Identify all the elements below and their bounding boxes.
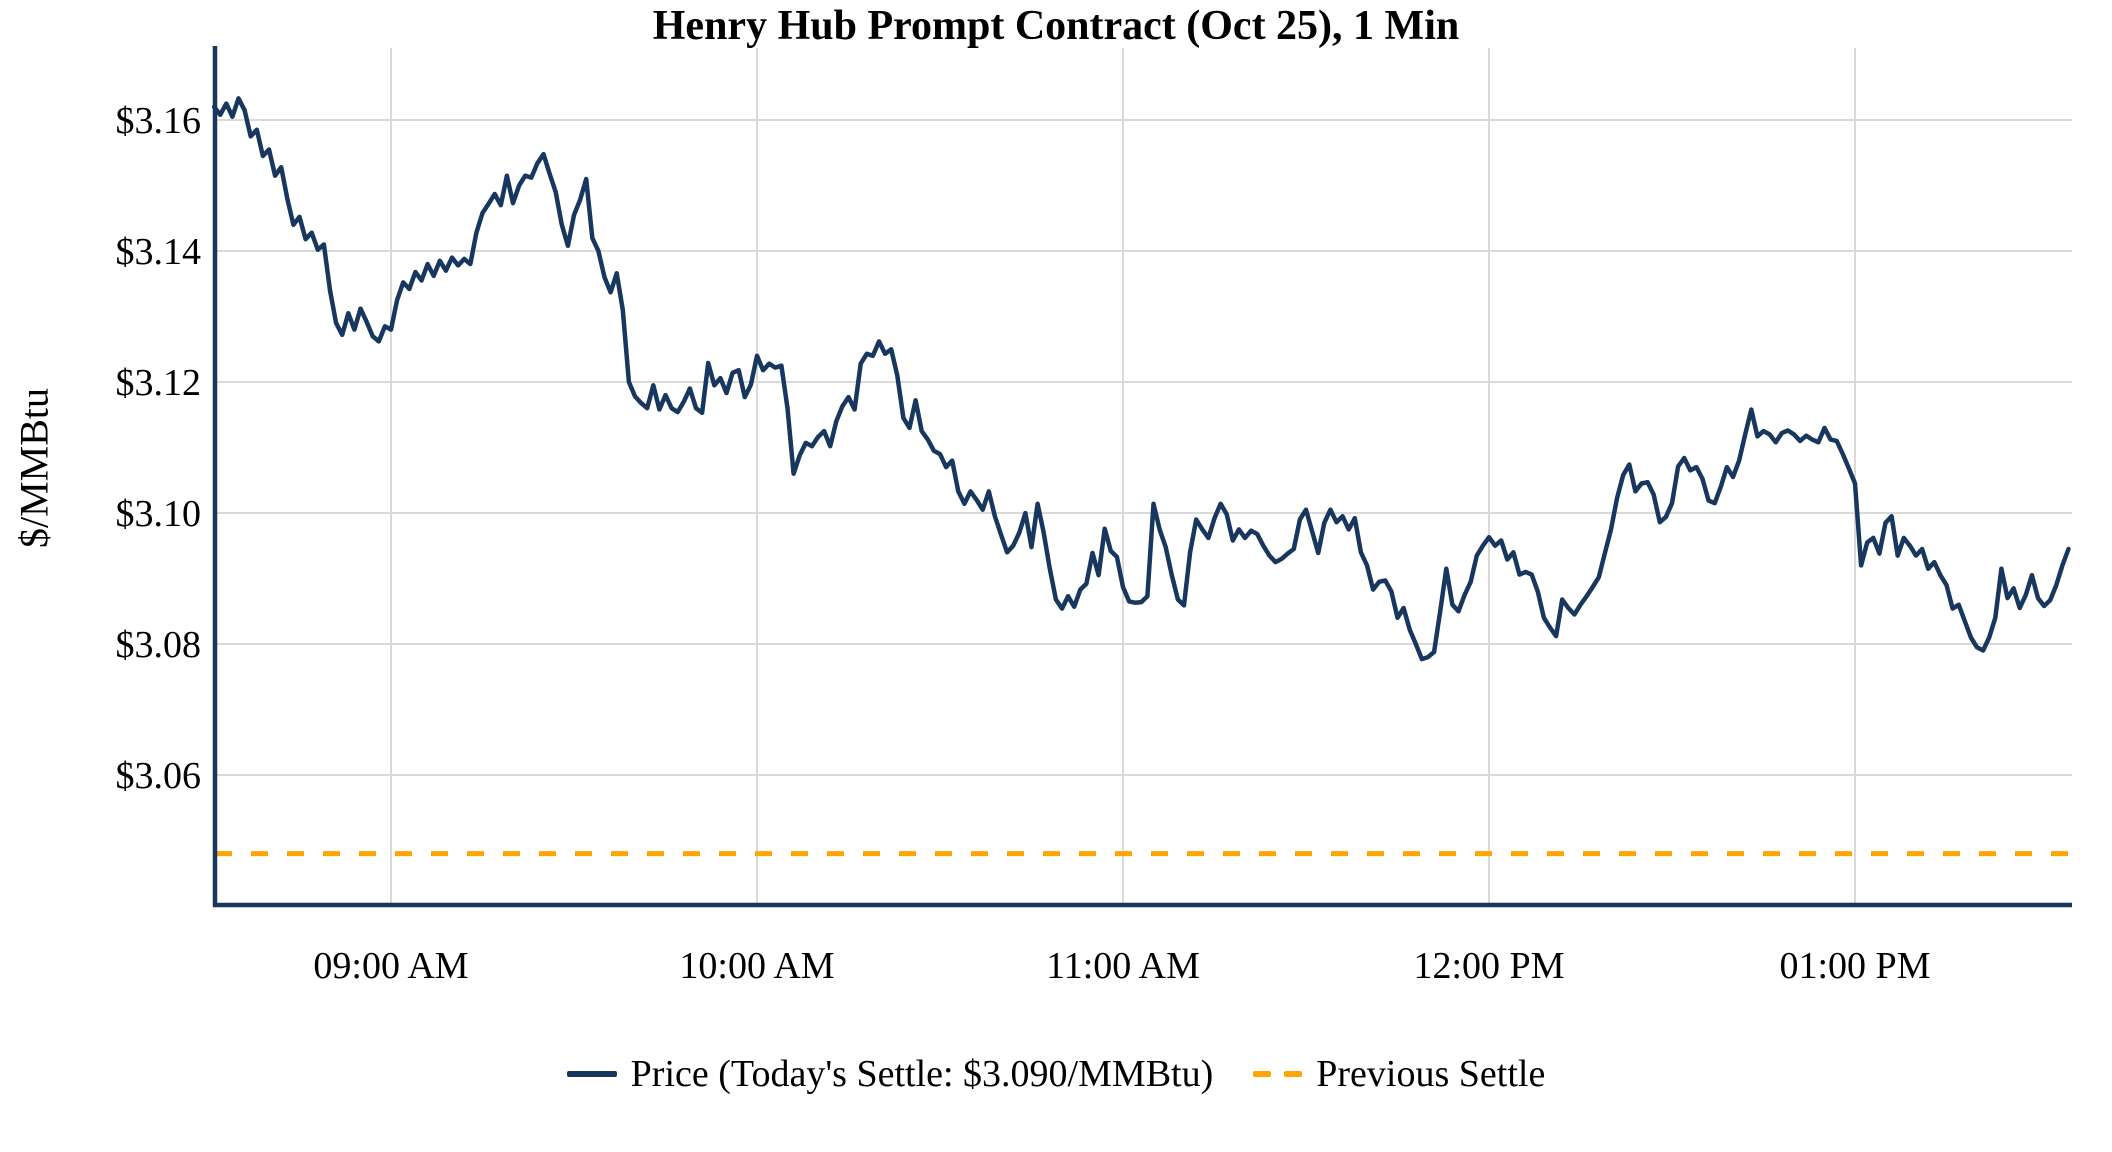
y-tick-label: $3.16 [116,100,202,142]
x-tick-label: 11:00 AM [1046,945,1200,987]
y-tick-label: $3.06 [116,755,202,797]
y-tick-label: $3.12 [116,362,202,404]
x-tick-label: 01:00 PM [1780,945,1931,987]
previous-settle-dash-swatch-icon [1253,1071,1303,1077]
chart-title: Henry Hub Prompt Contract (Oct 25), 1 Mi… [652,3,1460,49]
y-tick-label: $3.14 [116,231,202,273]
x-tick-label: 12:00 PM [1414,945,1565,987]
y-tick-label: $3.08 [116,624,202,666]
x-tick-label: 09:00 AM [313,945,468,987]
dash-icon [1284,1071,1303,1077]
dash-icon [1253,1071,1272,1077]
price-line [211,96,2071,662]
legend-price-label: Price (Today's Settle: $3.090/MMBtu) [630,1053,1214,1095]
legend: Price (Today's Settle: $3.090/MMBtu) Pre… [0,1046,2112,1102]
x-tick-label: 10:00 AM [679,945,834,987]
price-line-swatch-icon [566,1071,617,1077]
legend-previous-settle-label: Previous Settle [1316,1053,1546,1095]
y-tick-label: $3.10 [116,493,202,535]
